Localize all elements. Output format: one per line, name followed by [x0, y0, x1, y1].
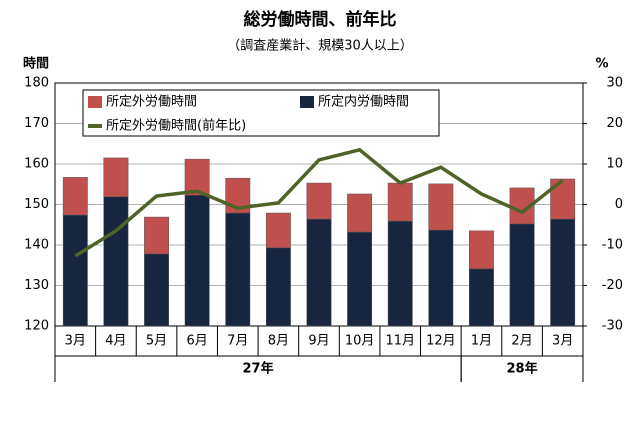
y2-axis-label: %	[595, 57, 608, 72]
bar	[62, 214, 88, 327]
x-tick-label: 11月	[385, 334, 415, 349]
group-label: 28年	[507, 361, 538, 377]
x-tick-label: 6月	[187, 334, 208, 349]
bar	[347, 231, 373, 327]
bar	[144, 216, 169, 255]
chart-subtitle: （調査産業計、規模30人以上）	[227, 38, 413, 54]
y2-tick-label: 0	[615, 197, 623, 212]
y-tick-label: 130	[24, 278, 49, 293]
y2-tick-label: -10	[602, 238, 623, 253]
bar	[144, 253, 169, 327]
bar	[306, 218, 332, 327]
legend-label: 所定内労働時間	[318, 94, 409, 110]
legend-swatch	[300, 96, 314, 108]
x-tick-label: 3月	[65, 334, 86, 349]
y-tick-label: 180	[24, 76, 49, 91]
x-tick-label: 2月	[511, 334, 532, 349]
bar	[103, 196, 129, 327]
x-tick-label: 10月	[345, 334, 375, 349]
bar	[347, 193, 373, 233]
bar	[428, 183, 454, 231]
x-tick-label: 5月	[146, 334, 167, 349]
group-label: 27年	[243, 361, 274, 377]
bar	[62, 177, 88, 216]
bar	[387, 220, 413, 327]
legend-label: 所定外労働時間	[106, 95, 197, 110]
y-axis-label: 時間	[23, 56, 49, 72]
bar	[469, 268, 494, 327]
y-tick-label: 160	[24, 157, 49, 172]
x-tick-label: 4月	[105, 334, 126, 349]
bar	[265, 212, 291, 249]
legend-swatch	[88, 96, 102, 108]
legend-box	[82, 89, 440, 137]
bar	[103, 157, 129, 198]
bar	[428, 229, 454, 327]
x-tick-label: 3月	[552, 334, 573, 349]
x-tick-label: 7月	[227, 334, 248, 349]
bar	[387, 182, 413, 222]
y-tick-label: 120	[24, 319, 49, 334]
x-tick-label: 8月	[268, 334, 289, 349]
y2-tick-label: 30	[606, 76, 623, 91]
x-tick-label: 1月	[471, 334, 492, 349]
y-tick-label: 140	[24, 238, 49, 253]
bar	[184, 194, 210, 327]
bar	[550, 218, 576, 327]
line	[74, 147, 564, 258]
y2-tick-label: -30	[602, 319, 623, 334]
x-tick-label: 12月	[426, 334, 456, 349]
y-tick-label: 150	[24, 197, 49, 212]
bar	[184, 158, 210, 196]
bar	[265, 247, 291, 327]
bar	[509, 223, 535, 327]
y2-tick-label: 10	[606, 157, 623, 172]
y2-tick-label: -20	[602, 278, 623, 293]
legend-label: 所定外労働時間(前年比)	[106, 118, 246, 134]
x-tick-label: 9月	[308, 334, 329, 349]
y-tick-label: 170	[24, 116, 49, 131]
chart-title: 総労働時間、前年比	[244, 9, 397, 30]
y2-tick-label: 20	[606, 116, 623, 131]
bar	[306, 182, 332, 220]
bar	[469, 230, 494, 270]
bar	[225, 212, 251, 327]
